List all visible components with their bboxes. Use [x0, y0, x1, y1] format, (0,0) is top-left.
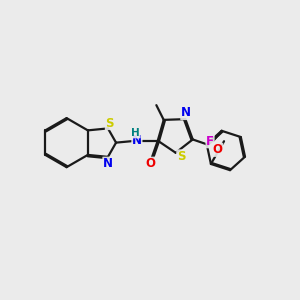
Text: N: N [181, 106, 191, 119]
Text: O: O [146, 157, 155, 170]
Text: S: S [105, 116, 114, 130]
Text: H: H [131, 128, 140, 138]
Text: F: F [206, 135, 214, 148]
Text: N: N [103, 157, 113, 170]
Text: N: N [132, 134, 142, 147]
Text: O: O [213, 143, 223, 156]
Text: S: S [177, 150, 185, 163]
